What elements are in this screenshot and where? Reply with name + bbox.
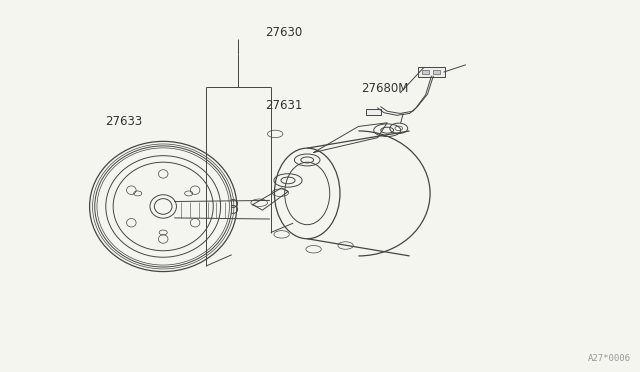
Text: A27*0006: A27*0006 xyxy=(588,354,630,363)
Text: 27633: 27633 xyxy=(106,115,143,128)
Text: 27631: 27631 xyxy=(266,99,303,112)
FancyBboxPatch shape xyxy=(366,109,381,115)
Text: 27630: 27630 xyxy=(266,26,303,39)
FancyBboxPatch shape xyxy=(433,70,440,74)
Text: 27680M: 27680M xyxy=(362,82,409,95)
FancyBboxPatch shape xyxy=(418,67,445,77)
FancyBboxPatch shape xyxy=(422,70,429,74)
